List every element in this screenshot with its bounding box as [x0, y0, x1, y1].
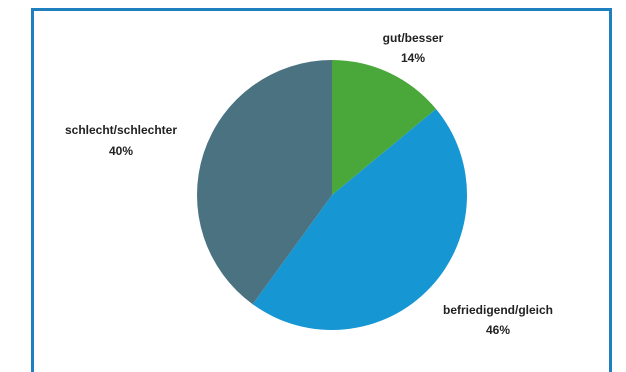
pie-slices — [197, 60, 467, 330]
chart-frame — [31, 8, 612, 372]
slice-label-befriedigend-gleich: befriedigend/gleich — [443, 303, 553, 317]
slice-value-schlecht-schlechter: 40% — [109, 144, 133, 158]
pie-slice-schlecht-schlechter — [197, 60, 332, 305]
slice-value-gut-besser: 14% — [401, 51, 425, 65]
slice-label-schlecht-schlechter: schlecht/schlechter — [65, 123, 177, 137]
slice-value-befriedigend-gleich: 46% — [486, 323, 510, 337]
pie-slice-befriedigend-gleich — [252, 108, 467, 330]
slice-label-gut-besser: gut/besser — [383, 31, 444, 45]
pie-slice-gut-besser — [332, 60, 437, 195]
